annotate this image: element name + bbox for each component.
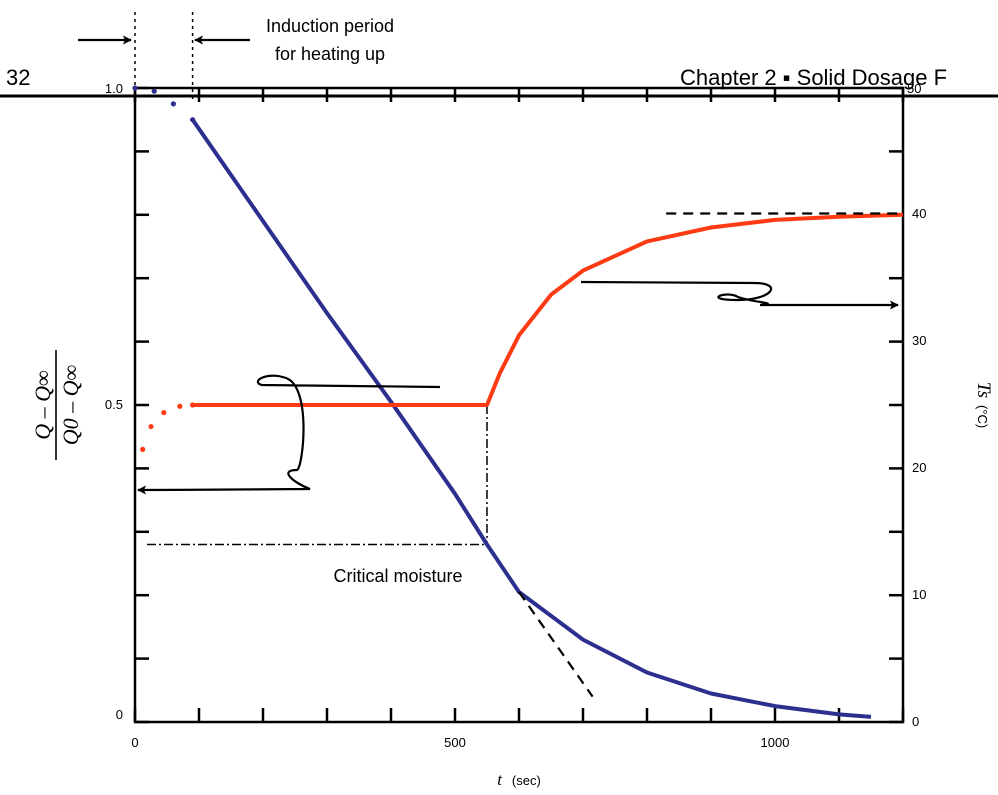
temperature-dot <box>190 402 196 408</box>
running-head: Chapter 2 ▪ Solid Dosage F <box>680 65 947 90</box>
y-right-tick-label: 10 <box>912 587 926 602</box>
reference-lines <box>134 12 488 546</box>
y-left-axis-label: Q – Q∞ Q0 – Q∞ <box>30 350 83 460</box>
y-left-label-numerator: Q – Q∞ <box>30 370 55 440</box>
x-axis-unit: (sec) <box>512 773 541 788</box>
x-tick-label: 0 <box>131 735 138 750</box>
temperature-dot <box>148 423 154 430</box>
x-tick-label: 1000 <box>761 735 790 750</box>
annotations: Induction period for heating up Critical… <box>266 16 463 586</box>
x-axis-variable: t <box>497 770 503 789</box>
y-right-tick-label: 40 <box>912 206 926 221</box>
x-axis-label: t (sec) <box>497 770 541 789</box>
page-number: 32 <box>6 65 30 90</box>
y-right-axis-variable: Ts <box>973 382 994 398</box>
plot-frame <box>0 86 998 724</box>
y-right-tick-label: 50 <box>907 81 921 96</box>
y-left-tick-label: 1.0 <box>105 81 123 96</box>
moisture-dot <box>151 88 157 94</box>
y-left-tick-label: 0 <box>116 707 123 722</box>
axis-ticks <box>133 86 905 724</box>
critical-moisture-label: Critical moisture <box>333 566 462 586</box>
y-left-label-denominator: Q0 – Q∞ <box>58 364 83 445</box>
moisture-extrapolation-line <box>518 591 594 698</box>
temperature-dot <box>140 446 146 452</box>
moisture-ratio-series <box>190 118 872 719</box>
x-axis: 0 500 1000 t (sec) <box>131 735 789 789</box>
moisture-curve-pointer-arrow <box>137 374 441 495</box>
y-right-axis-label: Ts (°C) <box>973 382 994 428</box>
y-left-tick-label: 0.5 <box>105 397 123 412</box>
moisture-dot <box>190 117 196 123</box>
y-right-tick-label: 20 <box>912 460 926 475</box>
moisture-dot <box>132 85 138 91</box>
temperature-curve-pointer-arrow <box>580 280 899 310</box>
moisture-dot <box>170 101 176 107</box>
surface-temperature-series <box>192 212 904 407</box>
y-right-tick-label: 30 <box>912 333 926 348</box>
temperature-dot <box>161 410 167 416</box>
x-tick-label: 500 <box>444 735 466 750</box>
y-right-axis-unit: (°C) <box>975 405 990 428</box>
induction-period-label-line1: Induction period <box>266 16 394 36</box>
left-y-axis: 0 0.5 1.0 Q – Q∞ Q0 – Q∞ <box>30 81 123 722</box>
right-y-axis: 0 10 20 30 40 50 Ts (°C) <box>907 81 994 729</box>
y-right-label-text: Ts (°C) <box>973 382 994 428</box>
series-layer <box>132 85 904 719</box>
induction-period-label-line2: for heating up <box>275 44 385 64</box>
y-right-tick-label: 0 <box>912 714 919 729</box>
temperature-dot <box>177 403 183 409</box>
annotation-arrows <box>78 35 899 495</box>
